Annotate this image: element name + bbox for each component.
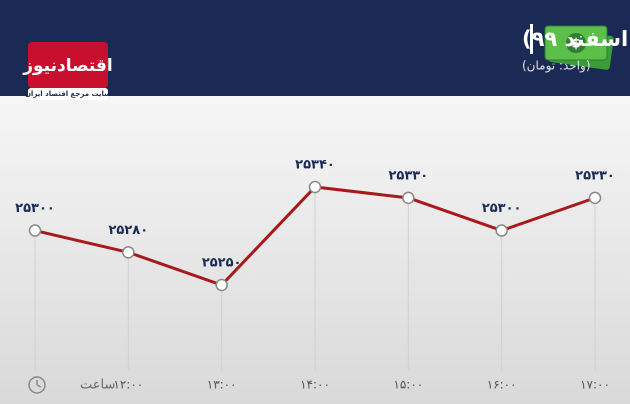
tagline: سایت مرجع اقتصاد ایران	[25, 90, 111, 98]
data-point	[588, 191, 602, 205]
x-tick-label: ۱۲:۰۰	[113, 378, 143, 392]
tagline-box	[28, 88, 108, 100]
x-tick-label: ۱۶:۰۰	[487, 378, 517, 392]
value-label: ۲۵۳۳۰	[575, 168, 615, 183]
clock-icon	[28, 376, 46, 394]
value-label: ۲۵۳۰۰	[482, 201, 522, 216]
data-point	[215, 278, 228, 292]
data-point	[28, 224, 42, 237]
value-label: ۲۵۲۵۰	[202, 256, 242, 271]
chart-title: روند بهای دلار (چهارشنبه ۱۳ اسفند ۹۹)	[522, 27, 630, 51]
value-label: ۲۵۳۰۰	[15, 201, 55, 216]
data-point	[495, 224, 508, 237]
logo-text: اقتصادنیوز	[22, 56, 113, 76]
data-point	[308, 180, 322, 194]
data-point	[122, 246, 135, 259]
value-label: ۲۵۲۸۰	[108, 223, 148, 238]
money-icon: $	[544, 25, 614, 70]
x-axis-label: ساعت	[80, 378, 115, 393]
x-tick-label: ۱۳:۰۰	[207, 378, 237, 392]
x-tick-label: ۱۵:۰۰	[393, 378, 423, 392]
value-label: ۲۵۳۳۰	[388, 168, 428, 183]
svg-text:$: $	[571, 37, 580, 52]
title-bar	[530, 24, 533, 54]
value-label: ۲۵۳۴۰	[295, 158, 335, 173]
x-tick-label: ۱۴:۰۰	[300, 378, 330, 392]
logo-box	[28, 42, 108, 88]
x-tick-label: ۱۷:۰۰	[580, 378, 610, 392]
chart-subtitle: (واحد: تومان)	[522, 59, 591, 74]
data-point	[402, 191, 415, 205]
